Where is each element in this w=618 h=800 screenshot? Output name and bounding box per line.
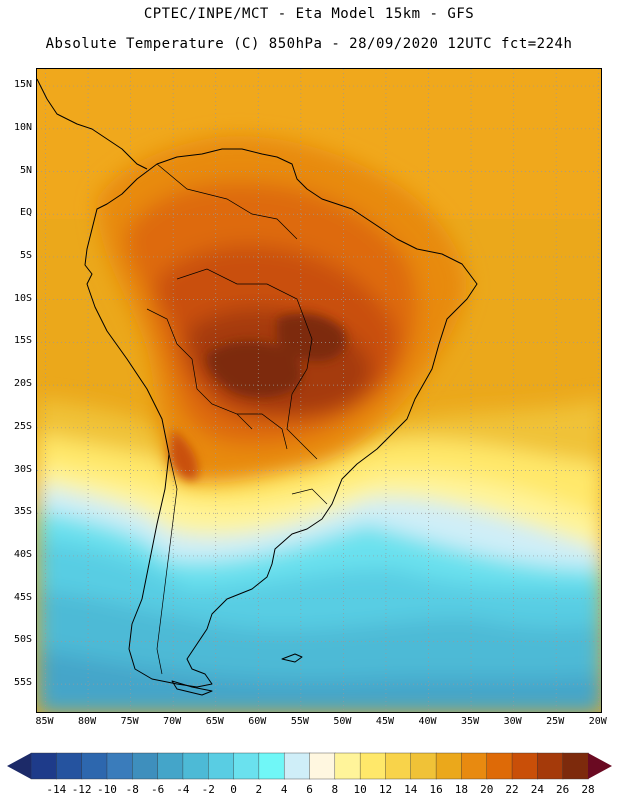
lon-label: 40W — [418, 716, 437, 727]
border-peru-bolivia — [146, 308, 253, 430]
lat-label: 50S — [13, 634, 32, 646]
colorbar-swatch — [81, 752, 108, 780]
lat-label: 35S — [13, 506, 32, 518]
colorbar-swatch — [56, 752, 83, 780]
colorbar-label: 4 — [280, 783, 288, 796]
lon-label: 70W — [163, 716, 182, 727]
colorbar-label: -14 — [46, 783, 67, 796]
coast-south-america — [84, 148, 478, 688]
colorbar-label: 0 — [230, 783, 237, 796]
lon-label: 20W — [588, 716, 607, 727]
lat-label: 15N — [13, 79, 32, 91]
colorbar-swatch — [359, 752, 387, 780]
temperature-map[interactable] — [37, 69, 602, 713]
colorbar-swatch — [486, 752, 513, 780]
colorbar-label: -8 — [125, 783, 139, 796]
lon-label: 75W — [120, 716, 139, 727]
colorbar-swatch — [233, 752, 260, 780]
colorbar-label: 26 — [556, 783, 570, 796]
lat-label: 40S — [13, 548, 32, 560]
lon-label: 85W — [35, 716, 54, 727]
map-title-line-1: CPTEC/INPE/MCT - Eta Model 15km - GFS — [143, 6, 475, 22]
lon-label: 80W — [78, 716, 97, 727]
lat-label: 10S — [13, 292, 32, 304]
temperature-field — [37, 69, 601, 712]
lat-label: 15S — [13, 335, 32, 347]
colorbar-label: -4 — [176, 783, 190, 796]
field-hotspot-chaco — [169, 429, 198, 480]
colorbar-label: 2 — [255, 783, 263, 796]
coast-tierra-del-fuego — [171, 680, 213, 696]
coastlines — [37, 78, 478, 696]
field-hotspot-28a — [206, 340, 302, 398]
map-frame[interactable] — [36, 68, 602, 713]
colorbar-under-arrow — [7, 753, 31, 779]
colorbar-swatch — [157, 752, 184, 780]
colorbar-swatch — [30, 752, 58, 780]
lon-label: 45W — [375, 716, 394, 727]
lat-label: 25S — [13, 420, 32, 432]
colorbar-swatch — [208, 752, 235, 780]
colorbar-swatch — [410, 752, 437, 780]
colorbar-label: 22 — [505, 783, 519, 796]
colorbar-swatch — [106, 752, 133, 780]
colorbar-swatch — [562, 752, 589, 780]
border-argentina-chile — [156, 453, 178, 675]
lat-label: 20S — [13, 378, 32, 390]
colorbar-label: 6 — [306, 783, 313, 796]
coast-central-america — [37, 78, 148, 170]
colorbar-label: 18 — [454, 783, 469, 796]
colorbar-label: 10 — [353, 783, 367, 796]
border-brazil-west — [176, 268, 318, 460]
colorbar-swatch — [334, 752, 361, 780]
colorbar-label: 16 — [429, 783, 443, 796]
colorbar-swatch — [258, 752, 285, 780]
lon-label: 30W — [503, 716, 522, 727]
colorbar-label: -10 — [97, 783, 117, 796]
colorbar-swatch — [435, 752, 463, 780]
lat-label: 55S — [13, 677, 32, 689]
lat-label: 45S — [13, 591, 32, 603]
lat-label: 30S — [13, 463, 32, 475]
country-borders — [146, 163, 328, 675]
field-band-m4 — [37, 649, 601, 712]
colorbar-swatch — [537, 752, 564, 780]
colorbar-swatch — [132, 752, 159, 780]
lon-label: 25W — [546, 716, 565, 727]
colorbar-swatch — [511, 752, 539, 780]
map-title-line-2: Absolute Temperature (C) 850hPa - 28/09/… — [45, 36, 573, 52]
lon-label: 55W — [290, 716, 309, 727]
lat-label: 5S — [19, 249, 32, 261]
lon-label: 50W — [333, 716, 352, 727]
lat-label: EQ — [19, 207, 32, 219]
lat-label: 10N — [13, 121, 32, 133]
border-colombia-venezuela — [156, 163, 298, 240]
colorbar-label: -6 — [150, 783, 165, 796]
colorbar-swatch — [385, 752, 412, 780]
colorbar-swatch — [309, 752, 336, 780]
colorbar-label: 12 — [378, 783, 393, 796]
colorbar-label: -2 — [201, 783, 215, 796]
colorbar-over-arrow — [588, 753, 612, 779]
colorbar — [7, 752, 612, 780]
coast-falklands — [281, 653, 303, 663]
border-paraguay — [237, 413, 288, 450]
border-uruguay — [291, 488, 328, 505]
colorbar-label: 20 — [480, 783, 494, 796]
lon-label: 35W — [461, 716, 480, 727]
lon-label: 65W — [205, 716, 224, 727]
colorbar-swatch — [461, 752, 488, 780]
colorbar-swatch — [283, 752, 311, 780]
lat-label: 5N — [19, 164, 32, 176]
colorbar-label: 28 — [581, 783, 595, 796]
colorbar-label: 8 — [331, 783, 339, 796]
colorbar-label: 14 — [404, 783, 418, 796]
colorbar-swatch — [182, 752, 209, 780]
lon-label: 60W — [248, 716, 267, 727]
colorbar-label: 24 — [530, 783, 544, 796]
colorbar-label: -12 — [71, 783, 92, 796]
